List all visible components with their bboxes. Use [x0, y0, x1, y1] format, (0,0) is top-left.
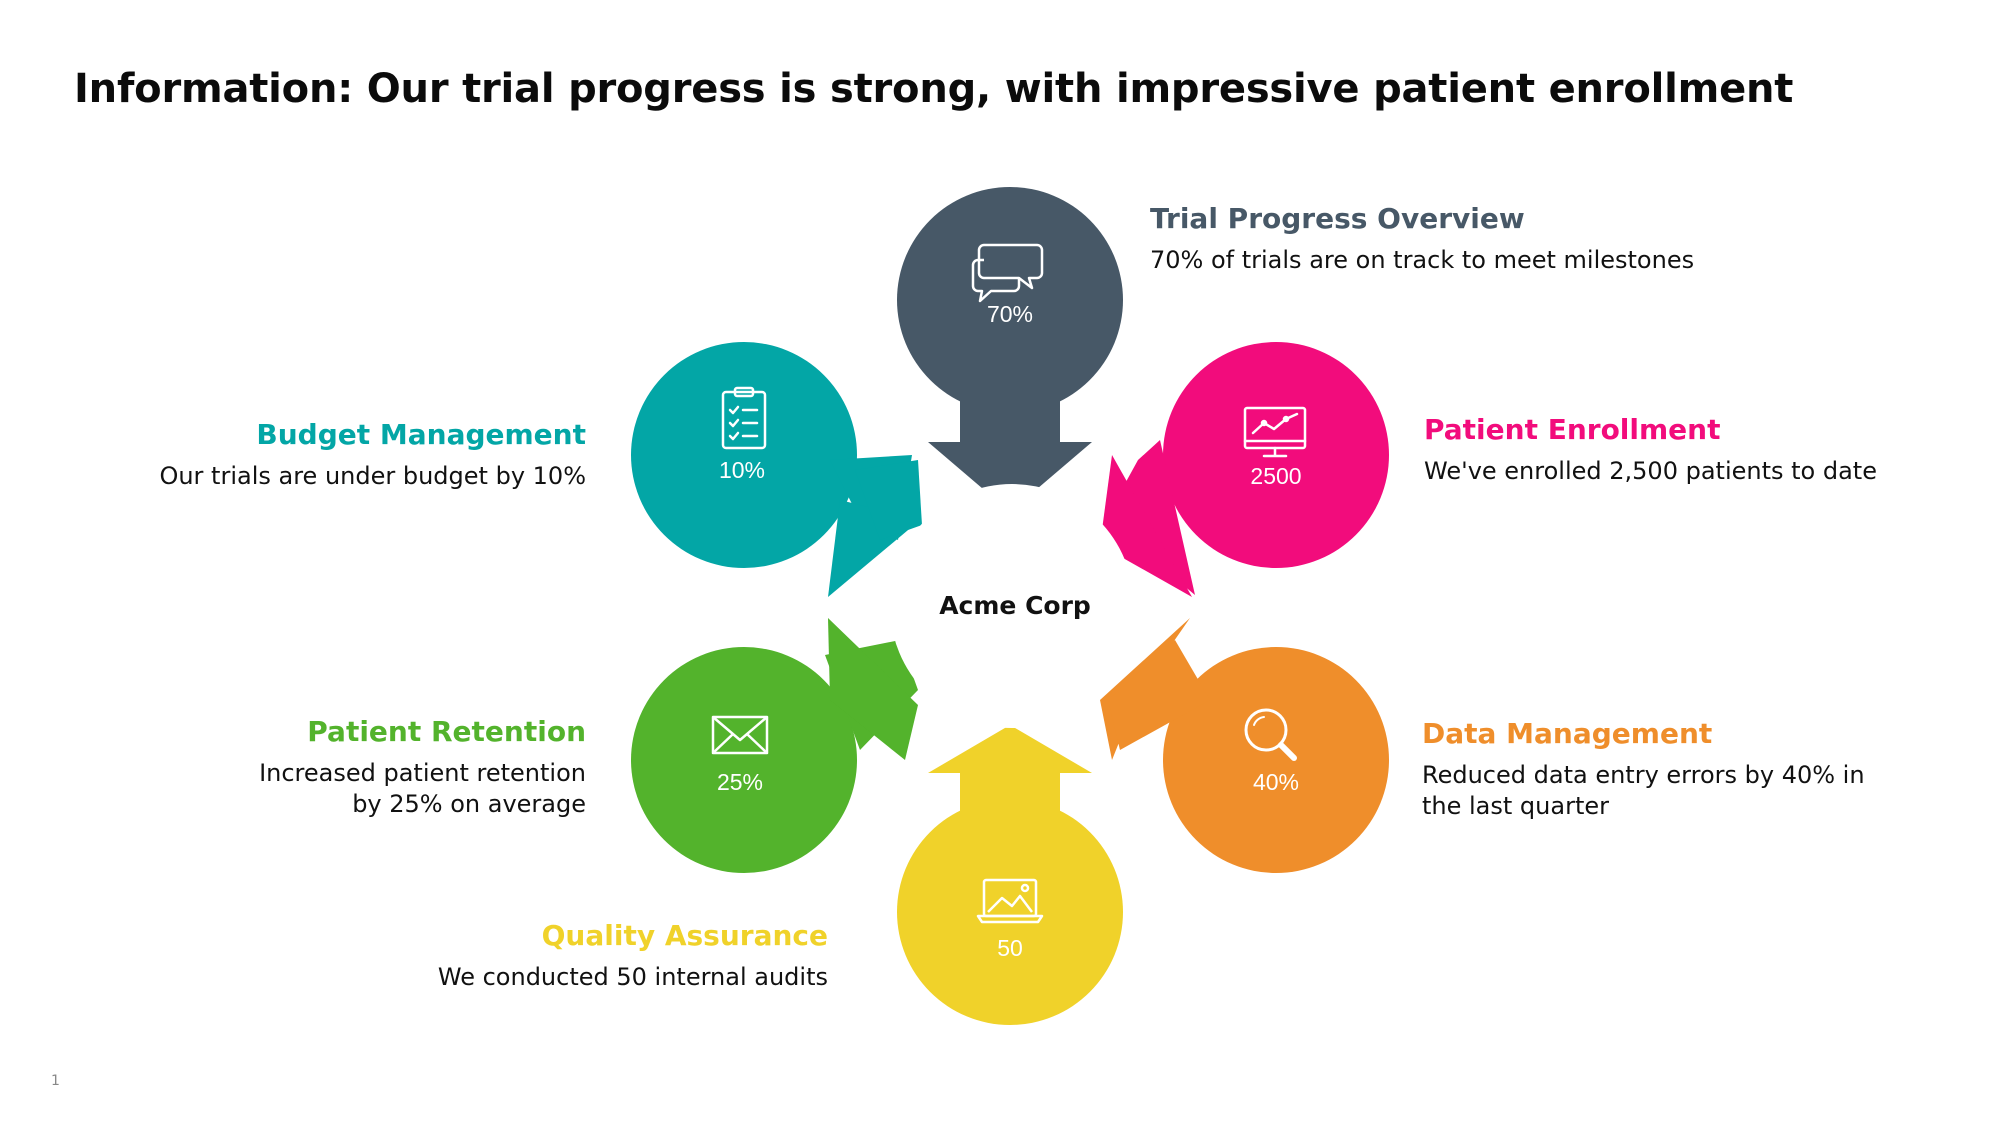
envelope-icon — [711, 715, 769, 755]
magnifier-icon — [1244, 708, 1297, 761]
node-value-budget: 10% — [719, 457, 765, 483]
callout-heading: Trial Progress Overview — [1150, 202, 1525, 235]
callout-heading: Quality Assurance — [541, 919, 828, 952]
node-quality-assurance: 50 — [897, 725, 1123, 1025]
callout-description: We've enrolled 2,500 patients to date — [1424, 457, 1877, 485]
node-value-enroll: 2500 — [1250, 463, 1301, 489]
node-value-data: 40% — [1253, 769, 1299, 795]
chat-bubbles-icon — [971, 243, 1044, 303]
callout-description: Increased patient retention by 25% on av… — [259, 759, 586, 818]
node-trial-progress: 70% — [897, 187, 1123, 512]
monitor-chart-icon — [1243, 406, 1307, 458]
node-value-retention: 25% — [717, 769, 763, 795]
callout-patient-retention: Patient Retention Increased patient rete… — [226, 715, 586, 820]
center-hub: Acme Corp — [890, 484, 1134, 728]
node-patient-retention: 25% — [631, 618, 918, 873]
callout-budget-management: Budget Management Our trials are under b… — [159, 418, 586, 492]
node-value-quality: 50 — [997, 935, 1023, 961]
node-patient-enrollment: 2500 — [1100, 342, 1389, 597]
node-value-trial: 70% — [987, 301, 1033, 327]
callout-heading: Budget Management — [256, 418, 586, 451]
callout-patient-enrollment: Patient Enrollment We've enrolled 2,500 … — [1424, 413, 1877, 487]
callout-heading: Data Management — [1422, 717, 1713, 750]
callout-description: We conducted 50 internal audits — [437, 963, 828, 991]
slide-title: Information: Our trial progress is stron… — [74, 66, 1794, 112]
callout-heading: Patient Retention — [307, 715, 586, 748]
laptop-image-icon — [976, 878, 1044, 924]
callout-description: 70% of trials are on track to meet miles… — [1150, 246, 1695, 274]
callout-description: Our trials are under budget by 10% — [159, 462, 586, 490]
callout-trial-progress: Trial Progress Overview 70% of trials ar… — [1150, 202, 1694, 276]
callout-quality-assurance: Quality Assurance We conducted 50 intern… — [438, 919, 828, 993]
callout-heading: Patient Enrollment — [1424, 413, 1721, 446]
callout-description: Reduced data entry errors by 40% in the … — [1422, 761, 1865, 820]
center-label: Acme Corp — [939, 591, 1091, 620]
clipboard-checklist-icon — [721, 386, 767, 450]
callout-data-management: Data Management Reduced data entry error… — [1422, 717, 1902, 822]
node-budget-management: 10% — [631, 342, 922, 597]
node-data-management: 40% — [1100, 618, 1389, 873]
page-number: 1 — [51, 1073, 60, 1089]
